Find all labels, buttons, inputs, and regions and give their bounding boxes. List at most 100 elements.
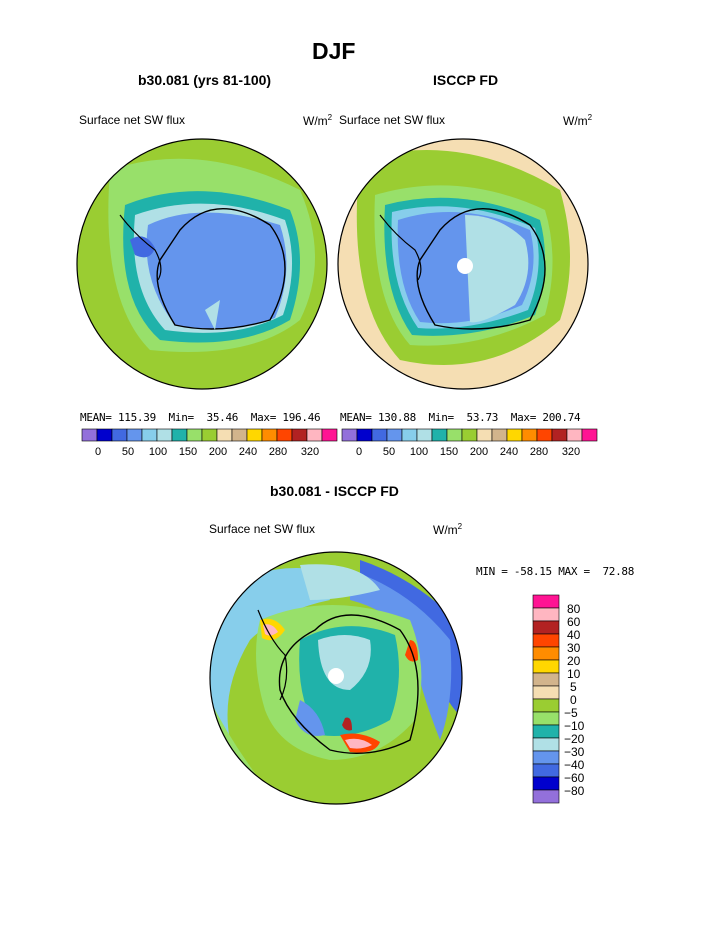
panel3-colorbar-swatch	[532, 776, 560, 791]
panel1-colorbar-swatch	[216, 428, 233, 442]
panel1-cbar-tick: 150	[178, 446, 198, 458]
panel2-cbar-tick: 150	[439, 446, 459, 458]
panel1-colorbar-swatch	[246, 428, 263, 442]
panel3-cbar-tick: 40	[567, 628, 581, 642]
panel2-cbar-tick: 200	[469, 446, 489, 458]
panel2-colorbar-swatch	[446, 428, 463, 442]
panel1-variable-label: Surface net SW flux	[79, 113, 186, 127]
panel1-map-border	[76, 138, 328, 390]
panel2-colorbar-swatch	[386, 428, 403, 442]
panel2-colorbar-swatch	[356, 428, 373, 442]
panel2-colorbar-swatch	[416, 428, 433, 442]
panel3-cbar-tick: 20	[567, 654, 581, 668]
panel1-colorbar-swatch	[291, 428, 308, 442]
panel1-colorbar-swatch	[321, 428, 338, 442]
panel1-colorbar-swatch	[141, 428, 158, 442]
panel3-map-border	[209, 551, 463, 805]
panel3-colorbar-swatch	[532, 659, 560, 674]
panel3-cbar-tick: −30	[564, 745, 585, 759]
panel2-cbar-tick: 50	[382, 446, 396, 458]
panel3-colorbar-swatch	[532, 620, 560, 635]
panel1-colorbar-swatch	[171, 428, 188, 442]
panel2-colorbar-swatch	[431, 428, 448, 442]
panel3-colorbar	[532, 594, 560, 804]
panel2-colorbar-swatch	[506, 428, 523, 442]
panel3-cbar-tick: −10	[564, 719, 585, 733]
panel3-subtitle: b30.081 - ISCCP FD	[270, 483, 399, 499]
panel3-cbar-tick: −60	[564, 771, 585, 785]
panel1-cbar-tick: 320	[300, 446, 320, 458]
panel2-map	[338, 139, 588, 389]
panel2-cbar-tick: 320	[561, 446, 581, 458]
panel2-colorbar-swatch	[521, 428, 538, 442]
panel3-cbar-tick: 80	[567, 602, 581, 616]
panel2-colorbar	[341, 428, 598, 442]
panel2-colorbar-swatch	[566, 428, 583, 442]
panel3-cbar-tick: 30	[567, 641, 581, 655]
panel3-colorbar-swatch	[532, 672, 560, 687]
panel2-colorbar-swatch	[401, 428, 418, 442]
panel3-cbar-tick: 60	[567, 615, 581, 629]
panel2-colorbar-swatch	[341, 428, 358, 442]
panel2-stats: MEAN= 130.88 Min= 53.73 Max= 200.74	[340, 411, 581, 424]
panel3-cbar-tick: −40	[564, 758, 585, 772]
panel2-unit-label: W/m2	[563, 113, 593, 128]
panel3-cbar-tick: −5	[564, 706, 578, 720]
panel2-cbar-tick: 280	[529, 446, 549, 458]
panel3-colorbar-swatch	[532, 685, 560, 700]
panel2-colorbar-swatch	[371, 428, 388, 442]
panel2-colorbar-swatch	[581, 428, 598, 442]
panel1-stats: MEAN= 115.39 Min= 35.46 Max= 196.46	[80, 411, 321, 424]
panel1-colorbar-swatch	[186, 428, 203, 442]
panel2-variable-label: Surface net SW flux	[339, 113, 446, 127]
panel3-colorbar-swatch	[532, 763, 560, 778]
panel3-colorbar-swatch	[532, 711, 560, 726]
panel3-cbar-tick: 0	[570, 693, 577, 707]
panel1-unit-label: W/m2	[303, 113, 333, 128]
panel2-cbar-tick: 240	[499, 446, 519, 458]
panel2-colorbar-swatch	[551, 428, 568, 442]
panel3-colorbar-swatch	[532, 750, 560, 765]
panel3-variable-label: Surface net SW flux	[209, 522, 316, 536]
panel3-map	[210, 552, 462, 804]
panel1-map	[77, 139, 327, 389]
panel1-cbar-tick: 200	[208, 446, 228, 458]
panel3-colorbar-swatch	[532, 737, 560, 752]
panel3-colorbar-swatch	[532, 698, 560, 713]
panel3-colorbar-swatch	[532, 789, 560, 804]
panel3-colorbar-swatch	[532, 646, 560, 661]
panel1-colorbar-swatch	[81, 428, 98, 442]
figure-title: DJF	[312, 38, 356, 64]
panel1-colorbar-swatch	[261, 428, 278, 442]
panel1-colorbar-swatch	[111, 428, 128, 442]
panel1-colorbar-swatch	[96, 428, 113, 442]
panel3-colorbar-swatch	[532, 724, 560, 739]
panel3-colorbar-swatch	[532, 633, 560, 648]
panel1-cbar-tick: 280	[268, 446, 288, 458]
panel1-colorbar-swatch	[306, 428, 323, 442]
panel1-colorbar-swatch	[231, 428, 248, 442]
panel2-colorbar-swatch	[476, 428, 493, 442]
panel3-colorbar-swatch	[532, 594, 560, 609]
panel2-subtitle: ISCCP FD	[433, 72, 499, 88]
panel1-colorbar-swatch	[276, 428, 293, 442]
panel1-cbar-tick: 100	[148, 446, 168, 458]
panel1-cbar-tick: 0	[94, 446, 102, 458]
panel2-colorbar-swatch	[536, 428, 553, 442]
panel1-colorbar	[81, 428, 338, 442]
panel2-cbar-tick: 100	[409, 446, 429, 458]
panel2-map-border	[337, 138, 589, 390]
panel3-cbar-tick: −20	[564, 732, 585, 746]
panel2-colorbar-swatch	[491, 428, 508, 442]
panel1-cbar-tick: 50	[121, 446, 135, 458]
panel3-colorbar-swatch	[532, 607, 560, 622]
panel1-colorbar-swatch	[201, 428, 218, 442]
panel3-minmax: MIN = -58.15 MAX = 72.88	[476, 565, 635, 578]
panel2-cbar-tick: 0	[355, 446, 363, 458]
panel1-colorbar-swatch	[126, 428, 143, 442]
panel3-unit-label: W/m2	[433, 522, 463, 537]
panel1-cbar-tick: 240	[238, 446, 258, 458]
panel1-subtitle: b30.081 (yrs 81-100)	[138, 72, 272, 88]
panel2-colorbar-swatch	[461, 428, 478, 442]
